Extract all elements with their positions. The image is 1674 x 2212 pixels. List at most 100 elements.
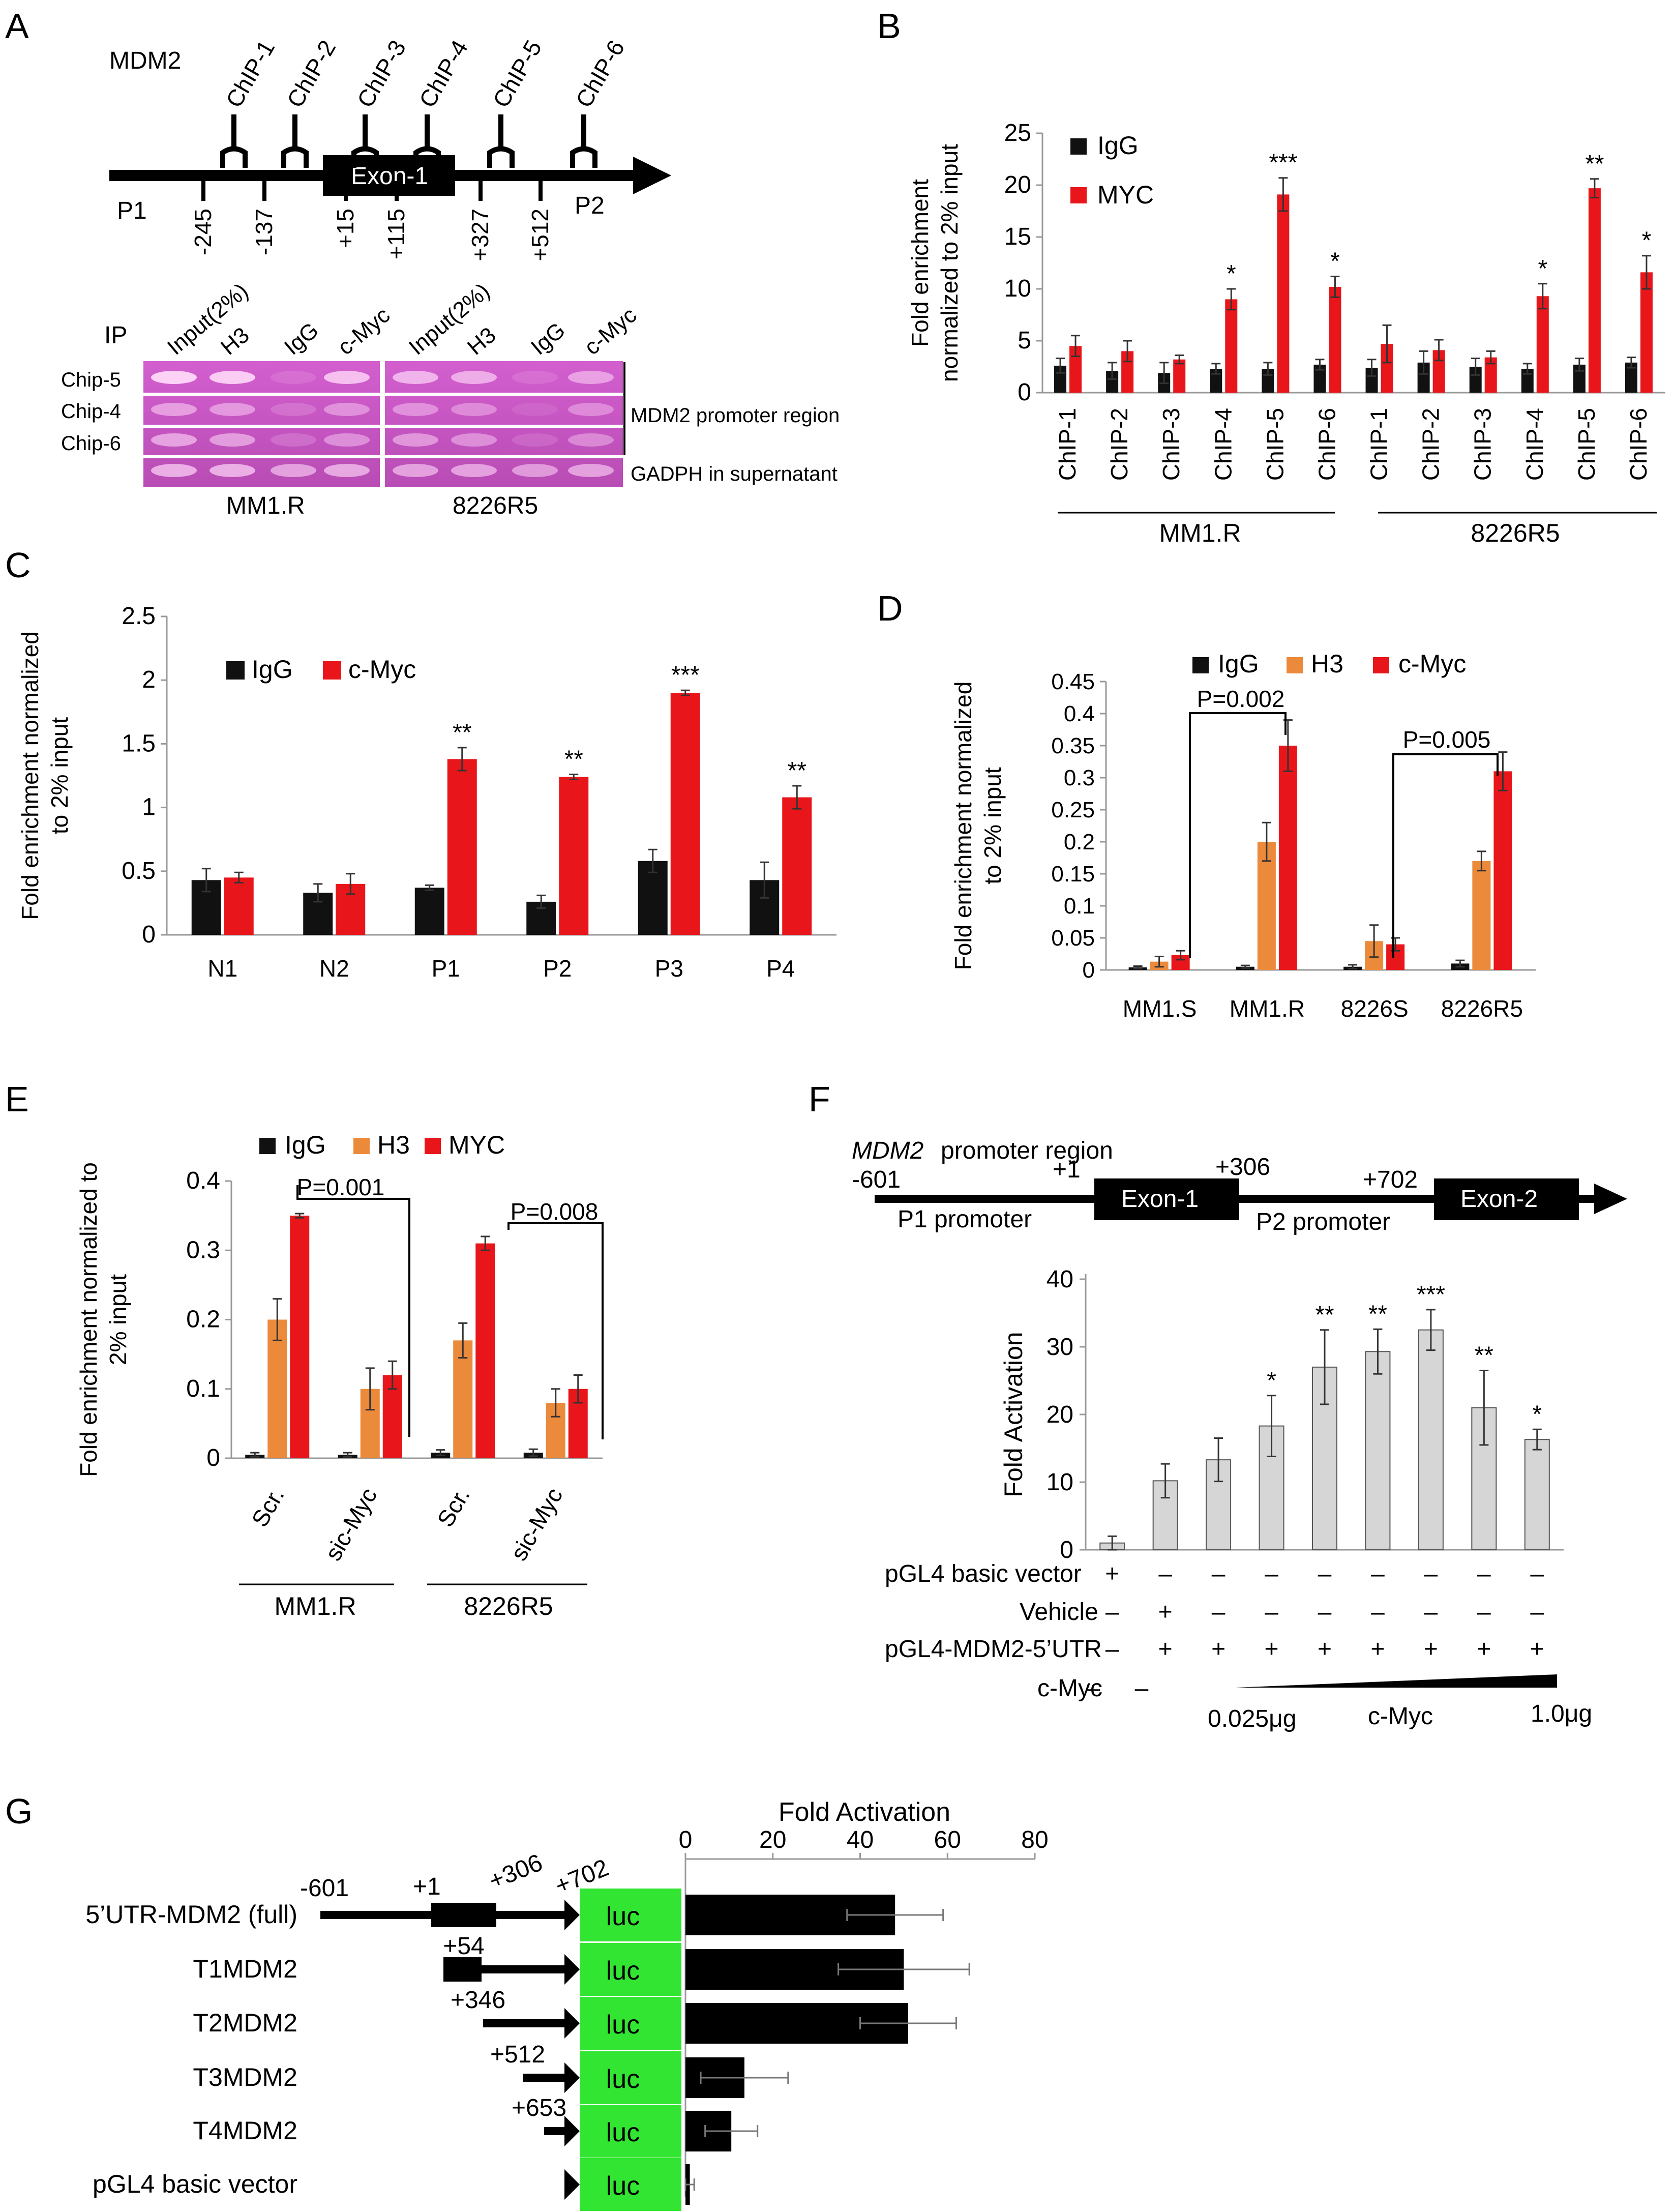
gel-band-r3-l3 — [271, 433, 316, 447]
chip-label-3: ChIP-3 — [352, 36, 411, 112]
y-tick-label-5: 25 — [1004, 120, 1031, 146]
y-tick-label-2: 20 — [1047, 1401, 1073, 1428]
x-tick-label-3: 60 — [934, 1826, 961, 1853]
y-tick-label-4: 0.4 — [186, 1167, 220, 1194]
f-exon1-label: Exon-1 — [1121, 1186, 1199, 1213]
significance-4: *** — [1269, 150, 1297, 176]
chip-primer-6 — [570, 146, 597, 168]
cell-line-mm1r-a: MM1.R — [226, 492, 305, 519]
row-mark-0-8: – — [1530, 1560, 1544, 1587]
construct-label-1: T1MDM2 — [193, 1955, 297, 1983]
y-tick-label-1: 5 — [1018, 327, 1031, 354]
bar-h3-3 — [1472, 861, 1491, 970]
row-mark-3-1: – — [1135, 1675, 1149, 1702]
construct-line-2 — [483, 2019, 564, 2027]
gel-band-r4-l3 — [271, 464, 316, 477]
pvalue-bracket-1 — [1189, 712, 1287, 958]
f-exon2-box — [1434, 1178, 1579, 1220]
f-row-label-cmyc: c-Myc — [1037, 1675, 1102, 1702]
legend-swatch-igg — [226, 661, 245, 680]
x-tick-label-6: ChIP-1 — [1366, 408, 1392, 481]
y-tick-label-4: 2 — [142, 666, 156, 693]
gel-band-r1-l6 — [451, 371, 497, 384]
bar-c-myc-4 — [670, 693, 700, 935]
y-tick-label-4: 20 — [1004, 171, 1031, 198]
legend-label-igg: IgG — [285, 1131, 326, 1159]
chip-label-4: ChIP-4 — [414, 36, 473, 112]
pvalue-bracket-2 — [507, 1222, 604, 1439]
construct-arrow-0 — [564, 1900, 580, 1930]
chip-label-5: ChIP-5 — [488, 36, 547, 112]
lane-label-2: H3 — [216, 322, 254, 360]
promoter-region-label: MDM2 promoter region — [631, 404, 840, 427]
mdm2-gene-label: MDM2 — [109, 47, 181, 74]
gel-band-r4-l4 — [324, 464, 370, 477]
gel-band-r1-l2 — [210, 371, 255, 384]
y-tick-label-0: 0 — [1083, 958, 1095, 983]
luc-box-0 — [580, 1889, 681, 1941]
y-axis-title-1: to 2% input — [979, 767, 1006, 884]
luc-box-4 — [580, 2105, 681, 2158]
bar-igg-2 — [414, 888, 444, 935]
y-tick-label-2: 10 — [1004, 275, 1031, 302]
significance-11: * — [1642, 227, 1652, 254]
luc-label-3: luc — [606, 2064, 640, 2094]
chart-e: 0 0.1 0.2 0.3 0.4 Fold enrichment normalized … — [75, 1131, 604, 1620]
panel-letter-e: E — [5, 1079, 29, 1119]
y-tick-label-0: 0 — [206, 1444, 220, 1471]
construct-line-4 — [544, 2127, 564, 2135]
row-mark-2-4: + — [1318, 1636, 1332, 1663]
f-title-rest: promoter region — [941, 1137, 1113, 1164]
f-arrowhead — [1594, 1184, 1627, 1214]
gel-band-r4-l8 — [568, 464, 614, 477]
panel-letter-b: B — [877, 6, 901, 46]
construct-arrow-5 — [564, 2169, 580, 2200]
x-tick-label-0: MM1.S — [1123, 995, 1197, 1022]
x-tick-label-9: ChIP-4 — [1521, 408, 1548, 481]
pvalue-label-1: P=0.001 — [297, 1174, 385, 1200]
luc-label-0: luc — [606, 1902, 640, 1931]
f-p2-promoter: P2 promoter — [1256, 1208, 1390, 1235]
chip-label-1: ChIP-1 — [221, 36, 280, 112]
row-mark-2-7: + — [1477, 1636, 1491, 1663]
bar-c-myc-0 — [224, 877, 254, 935]
f-row-label-basic: pGL4 basic vector — [885, 1560, 1082, 1587]
gel-band-r2-l1 — [151, 403, 197, 416]
significance-5: ** — [1368, 1301, 1387, 1328]
f-pos-306: +306 — [1215, 1154, 1270, 1181]
gel-band-r1-l3 — [271, 371, 316, 384]
p1-label: P1 — [117, 197, 147, 224]
row-mark-1-8: – — [1530, 1599, 1544, 1626]
legend-swatch-h3 — [1287, 657, 1303, 673]
row-mark-1-2: – — [1212, 1599, 1225, 1626]
bar-igg-4 — [638, 861, 668, 935]
row-mark-2-8: + — [1530, 1636, 1544, 1663]
construct-arrow-1 — [564, 1954, 580, 1985]
f-pos-601: -601 — [852, 1166, 901, 1193]
chip-primer-2 — [281, 146, 309, 168]
group-label-8226r5: 8226R5 — [464, 1592, 553, 1620]
chart-b: 0 5 10 15 20 25 Fold enrichment normalized to 2… — [907, 120, 1665, 547]
position-labels: -245 -137 +15 +115 +327 +512 — [190, 181, 553, 261]
significance-9: * — [1538, 255, 1547, 282]
x-tick-label-5: ChIP-6 — [1313, 408, 1340, 481]
construct-label-4: T4MDM2 — [193, 2116, 297, 2145]
legend-label-igg: IgG — [1218, 650, 1259, 678]
y-axis-title: Fold Activation — [999, 1332, 1028, 1497]
legend-swatch-igg — [259, 1138, 276, 1154]
f-pos-702: +702 — [1363, 1166, 1418, 1193]
panel-letter-c: C — [5, 545, 31, 585]
bar-h3-0 — [267, 1319, 287, 1458]
row-mark-0-1: – — [1158, 1560, 1172, 1587]
f-exon2-label: Exon-2 — [1460, 1186, 1538, 1213]
y-tick-label-8: 0.4 — [1064, 701, 1095, 726]
x-tick-label-5: P4 — [766, 955, 795, 982]
chart-c: 0 0.5 1 1.5 2 2.5 Fold enrichment normalized to… — [17, 603, 836, 982]
row-mark-2-3: + — [1265, 1636, 1279, 1663]
bar-myc-9 — [1536, 296, 1549, 393]
luc-label-1: luc — [606, 1956, 640, 1986]
gel-band-r1-l5 — [393, 371, 438, 384]
gel-band-r4-l6 — [451, 464, 497, 477]
construct-label-3: T3MDM2 — [193, 2063, 297, 2091]
position-label-3: +15 — [332, 209, 358, 248]
